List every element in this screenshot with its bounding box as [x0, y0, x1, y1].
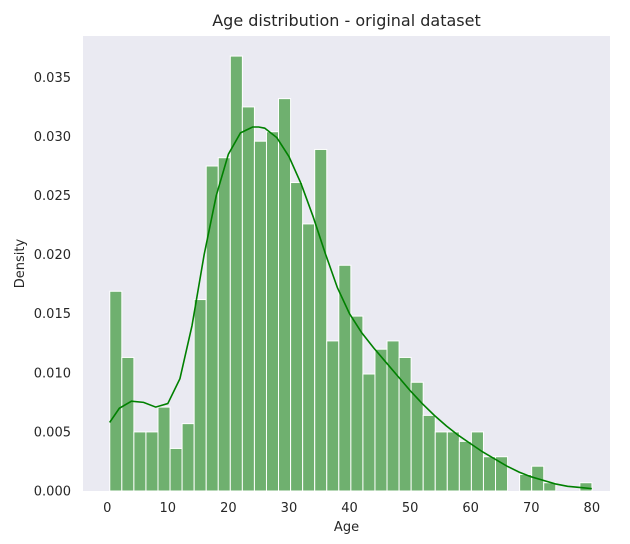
histogram-bar	[326, 340, 340, 492]
histogram-bar	[121, 356, 135, 492]
histogram-bar	[145, 431, 159, 492]
histogram-bars	[109, 55, 593, 492]
histogram-bar	[302, 223, 316, 492]
histogram-bar	[446, 431, 460, 492]
histogram-bar	[314, 148, 328, 492]
x-tick-label: 50	[402, 501, 419, 516]
chart-title: Age distribution - original dataset	[212, 11, 481, 30]
x-tick-label: 30	[281, 501, 298, 516]
x-tick-label: 70	[523, 501, 540, 516]
y-tick-label: 0.005	[34, 425, 71, 440]
histogram-bar	[241, 106, 255, 492]
x-tick-label: 80	[584, 501, 601, 516]
histogram-bar	[470, 431, 484, 492]
histogram-bar	[482, 456, 497, 492]
histogram-bar	[181, 423, 195, 492]
histogram-bar	[386, 340, 400, 492]
histogram-bar	[109, 290, 123, 492]
y-axis-ticks: 0.000 0.005 0.010 0.015 0.020 0.025 0.030 0.035	[34, 71, 71, 500]
histogram-bar	[157, 406, 171, 492]
y-tick-label: 0.000	[34, 485, 71, 500]
histogram-bar	[253, 140, 267, 492]
histogram-bar	[338, 264, 352, 492]
histogram-bar	[398, 356, 412, 492]
y-tick-label: 0.010	[34, 366, 71, 381]
histogram-bar	[133, 431, 147, 492]
y-axis-label: Density	[13, 238, 28, 288]
histogram-bar	[169, 447, 183, 492]
histogram-bar	[350, 315, 364, 492]
histogram-bar	[458, 440, 472, 492]
histogram-bar	[193, 299, 207, 492]
histogram-bar	[495, 456, 509, 492]
x-tick-label: 0	[103, 501, 111, 516]
histogram-bar	[229, 55, 243, 492]
x-tick-label: 40	[341, 501, 358, 516]
histogram-bar	[265, 131, 280, 492]
x-tick-label: 20	[220, 501, 237, 516]
y-tick-label: 0.030	[34, 130, 71, 145]
histogram-bar	[217, 157, 231, 492]
y-tick-label: 0.035	[34, 71, 71, 86]
x-tick-label: 10	[160, 501, 177, 516]
y-tick-label: 0.015	[34, 307, 71, 322]
histogram-bar	[362, 373, 376, 492]
x-axis-ticks: 0 10 20 30 40 50 60 70 80	[103, 501, 600, 516]
histogram-bar	[374, 348, 388, 492]
histogram-bar	[422, 414, 436, 492]
histogram-bar	[290, 182, 304, 492]
y-tick-label: 0.020	[34, 248, 71, 263]
kde-curve	[108, 126, 592, 490]
x-axis-label: Age	[334, 520, 359, 535]
y-tick-label: 0.025	[34, 189, 71, 204]
histogram-bar	[434, 431, 448, 492]
x-tick-label: 60	[462, 501, 479, 516]
